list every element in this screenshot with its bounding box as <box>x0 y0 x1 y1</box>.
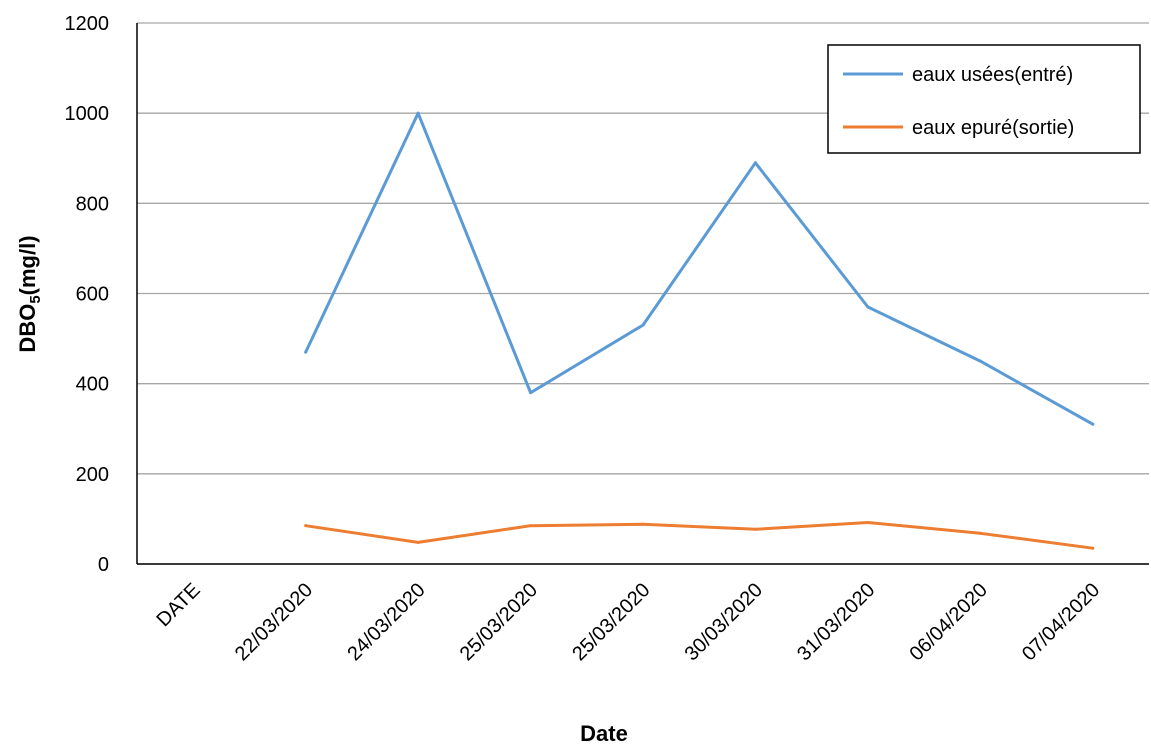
legend-label-eaux-epure: eaux epuré(sortie) <box>912 117 1074 139</box>
y-tick-label-800: 800 <box>76 193 109 215</box>
data-point-s1-6 <box>866 521 870 525</box>
data-point-s1-5 <box>753 527 757 531</box>
x-tick-label-1: 22/03/2020 <box>231 579 317 665</box>
legend-label-eaux-usees: eaux usées(entré) <box>912 64 1073 86</box>
x-tick-label-0: DATE <box>153 579 205 631</box>
data-point-s0-5 <box>753 161 757 165</box>
x-tick-label-4: 25/03/2020 <box>568 579 654 665</box>
gridlines <box>137 22 1149 565</box>
data-point-s0-2 <box>416 111 420 115</box>
data-point-s1-2 <box>416 540 420 544</box>
y-axis-title: DBO5(mg/l) <box>15 235 44 352</box>
data-point-s0-6 <box>866 305 870 309</box>
x-tick-label-7: 06/04/2020 <box>906 579 992 665</box>
x-tick-label-6: 31/03/2020 <box>793 579 879 665</box>
x-tick-labels: DATE 22/03/2020 24/03/2020 25/03/2020 25/03/… <box>153 579 1105 665</box>
x-tick-label-8: 07/04/2020 <box>1018 579 1104 665</box>
data-point-s1-4 <box>641 522 645 526</box>
y-tick-label-1200: 1200 <box>65 13 110 35</box>
y-tick-label-200: 200 <box>76 464 109 486</box>
data-point-s1-3 <box>529 524 533 528</box>
y-tick-label-600: 600 <box>76 284 109 306</box>
y-tick-label-1000: 1000 <box>65 103 110 125</box>
y-tick-labels: 0 200 400 600 800 1000 1200 <box>65 13 110 576</box>
data-point-s1-7 <box>978 531 982 535</box>
series-line-0 <box>304 111 1095 426</box>
x-tick-label-3: 25/03/2020 <box>456 579 542 665</box>
y-tick-label-0: 0 <box>98 554 109 576</box>
data-point-s1-8 <box>1091 546 1095 550</box>
x-tick-label-2: 24/03/2020 <box>343 579 429 665</box>
data-point-s0-7 <box>978 359 982 363</box>
data-point-s0-4 <box>641 323 645 327</box>
axes <box>136 23 1149 565</box>
data-point-s0-3 <box>529 391 533 395</box>
y-axis-title-main: DBO <box>15 304 40 353</box>
legend: eaux usées(entré) eaux epuré(sortie) <box>827 44 1141 154</box>
y-axis-title-unit: (mg/l) <box>15 235 40 295</box>
x-tick-label-5: 30/03/2020 <box>681 579 767 665</box>
series-lines <box>304 111 1095 550</box>
x-axis-title: Date <box>580 721 628 746</box>
data-point-s0-1 <box>304 350 308 354</box>
series-line-1 <box>304 521 1095 550</box>
legend-box <box>827 44 1141 154</box>
data-point-s0-8 <box>1091 422 1095 426</box>
y-tick-label-400: 400 <box>76 374 109 396</box>
y-axis-title-subscript: 5 <box>27 295 44 303</box>
data-point-s1-1 <box>304 524 308 528</box>
